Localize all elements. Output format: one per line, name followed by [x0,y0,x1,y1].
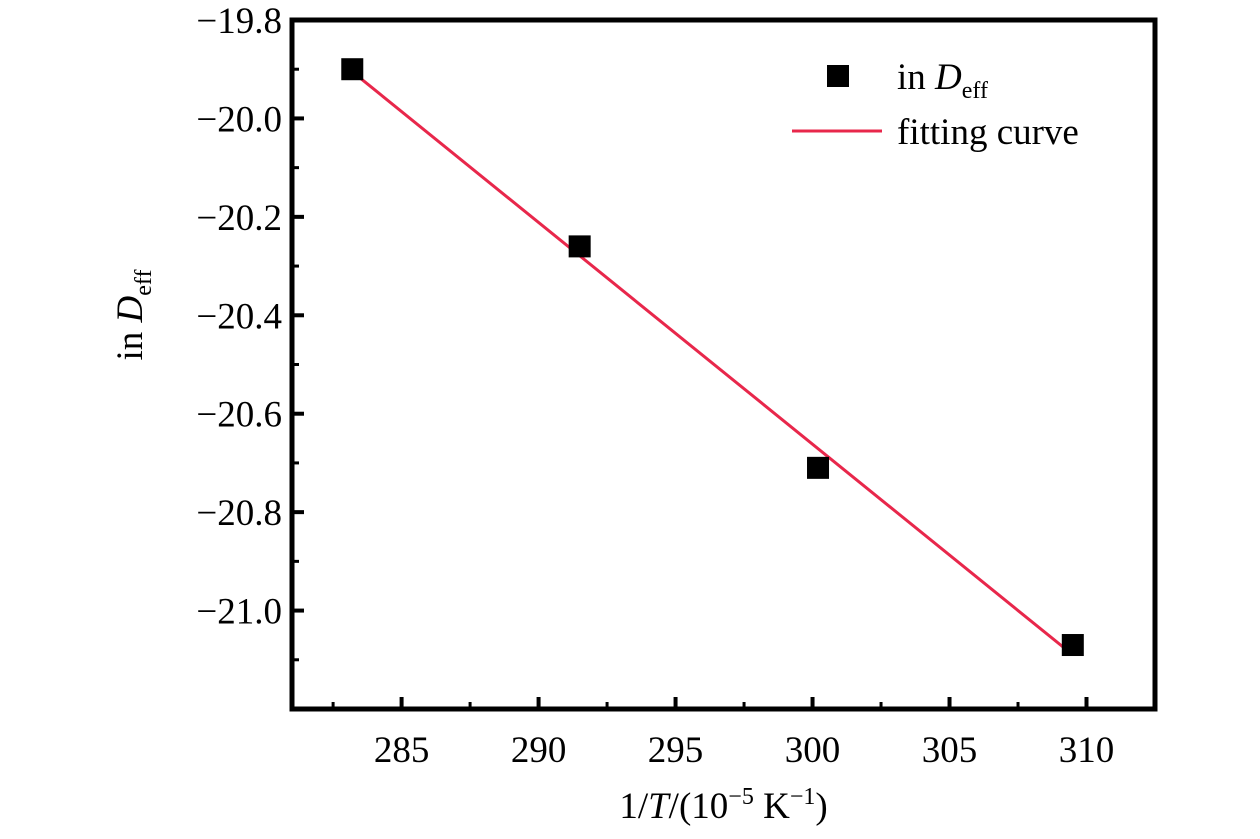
x-axis-label-unit: K [754,786,790,827]
x-axis-label-mid: /(10 [669,786,729,827]
x-axis-label-exp1: −5 [728,784,754,810]
x-tick-label: 285 [374,730,430,771]
data-point [341,58,364,81]
y-tick-label: −20.6 [196,395,282,436]
legend-label-var: D [934,57,962,98]
y-tick-label: −20.2 [196,198,282,239]
legend-label-line: fitting curve [897,112,1079,153]
y-tick-label: −19.8 [196,1,282,42]
y-tick-label: −20.8 [196,493,282,534]
y-axis-label-prefix: in [110,322,151,360]
y-tick-label: −20.4 [196,296,282,337]
legend-marker-scatter [827,65,849,87]
axis-tick-labels: 285 290 295 300 305 310 −19.8 −20.0 −20.2 −20.4 −2… [196,1,1114,771]
plot-frame [289,17,1158,712]
x-tick-label: 290 [511,730,567,771]
legend-label-sub: eff [962,78,988,104]
data-point [807,456,830,479]
x-tick-label: 305 [922,730,978,771]
data-point [568,235,591,258]
x-axis-label: 1/T/(10−5 K−1) [619,784,827,827]
y-axis-label-var: D [110,295,151,323]
y-tick-label: −21.0 [196,592,282,633]
x-axis-label-suffix: ) [815,786,827,827]
legend-label-prefix: in [897,57,935,98]
x-tick-label: 295 [648,730,704,771]
data-point [1061,634,1084,657]
legend: in Deff fitting curve [792,57,1079,153]
x-tick-label: 300 [785,730,841,771]
data-series [341,58,1084,657]
fitting-curve-line [351,70,1074,657]
y-tick-label: −20.0 [196,99,282,140]
legend-label-scatter: in Deff [897,57,988,104]
y-axis-label: in Deff [110,270,157,361]
x-axis-label-exp2: −1 [790,784,816,810]
y-axis-label-sub: eff [131,270,157,296]
x-axis-label-var: T [648,786,671,827]
x-tick-label: 310 [1059,730,1115,771]
x-axis-label-prefix: 1/ [619,786,649,827]
